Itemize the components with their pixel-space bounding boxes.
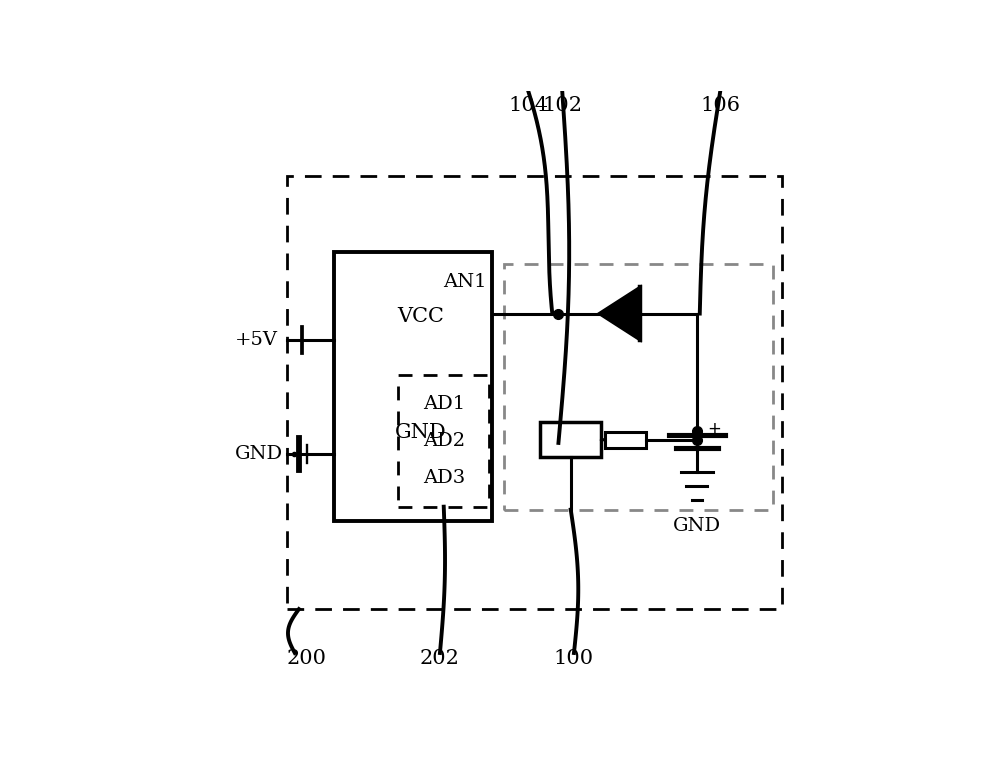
Polygon shape <box>540 422 601 457</box>
Text: 202: 202 <box>420 648 460 667</box>
Text: 100: 100 <box>554 648 594 667</box>
Text: 102: 102 <box>542 96 582 115</box>
Text: AD3: AD3 <box>423 469 465 486</box>
Text: GND: GND <box>395 423 447 442</box>
Text: AN1: AN1 <box>443 273 486 291</box>
Polygon shape <box>599 287 640 340</box>
Text: AD1: AD1 <box>423 395 465 413</box>
Text: +: + <box>707 420 721 439</box>
Text: AD2: AD2 <box>423 432 465 450</box>
Text: VCC: VCC <box>397 307 444 326</box>
Text: GND: GND <box>235 445 283 463</box>
Text: 104: 104 <box>508 96 548 115</box>
Polygon shape <box>605 432 646 448</box>
Text: +5V: +5V <box>235 331 278 349</box>
Text: 200: 200 <box>287 648 327 667</box>
Text: GND: GND <box>673 518 721 535</box>
Text: 106: 106 <box>700 96 740 115</box>
